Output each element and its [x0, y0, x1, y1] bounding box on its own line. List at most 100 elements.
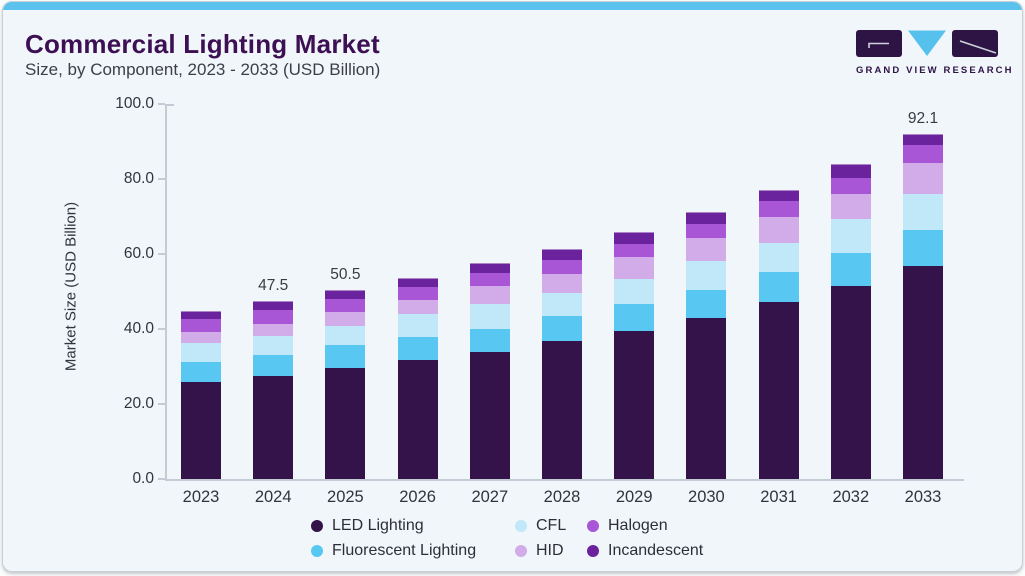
legend-dot-icon	[311, 520, 323, 532]
segment-incandescent-2027	[469, 263, 510, 274]
segment-cfl-2025	[325, 325, 366, 346]
legend-label: Incandescent	[608, 542, 704, 559]
y-tick-label: 60.0	[123, 244, 154, 262]
segment-led-lighting-2032	[830, 286, 871, 479]
stacked-bar-2023	[181, 310, 221, 479]
segment-cfl-2033	[903, 194, 943, 230]
page-title: Commercial Lighting Market	[25, 29, 380, 59]
segment-led-lighting-2033	[903, 266, 943, 479]
segment-fluorescent-lighting-2029	[614, 303, 655, 331]
segment-incandescent-2029	[614, 232, 655, 244]
segment-incandescent-2023	[181, 310, 221, 319]
segment-led-lighting-2029	[614, 330, 655, 479]
stacked-bar-2026	[397, 277, 438, 479]
x-tick-label-2026: 2026	[399, 488, 436, 506]
legend-column: Halogen Incandescent	[587, 515, 703, 562]
segment-fluorescent-lighting-2030	[686, 289, 727, 318]
segment-incandescent-2033	[903, 133, 943, 146]
legend-label: Halogen	[608, 517, 668, 534]
segment-cfl-2027	[469, 303, 510, 329]
segment-fluorescent-lighting-2023	[181, 361, 221, 382]
legend-dot-icon	[515, 520, 527, 532]
x-tick-label-2028: 2028	[543, 488, 581, 506]
segment-halogen-2024	[253, 309, 294, 324]
segment-hid-2026	[397, 300, 438, 314]
segment-halogen-2027	[469, 273, 510, 287]
segment-led-lighting-2023	[181, 381, 221, 479]
chart-legend: LED Lighting Fluorescent Lighting CFL HID Ha…	[3, 515, 1022, 565]
segment-led-lighting-2031	[758, 302, 799, 479]
segment-incandescent-2025	[325, 289, 366, 299]
segment-cfl-2023	[181, 343, 221, 362]
legend-item-cfl: CFL	[515, 515, 566, 537]
y-tick-mark	[158, 328, 165, 330]
legend-column: CFL HID	[515, 515, 566, 562]
legend-item-fluorescent-lighting: Fluorescent Lighting	[311, 540, 476, 562]
x-tick-label-2023: 2023	[182, 488, 220, 506]
legend-label: LED Lighting	[332, 517, 424, 534]
x-tick-label-2030: 2030	[688, 488, 725, 506]
segment-hid-2028	[542, 273, 582, 293]
segment-fluorescent-lighting-2032	[830, 252, 871, 287]
legend-dot-icon	[587, 545, 599, 557]
segment-halogen-2032	[830, 177, 871, 194]
stacked-bar-2030	[686, 212, 727, 479]
legend-dot-icon	[515, 545, 527, 557]
segment-fluorescent-lighting-2028	[542, 316, 582, 342]
y-tick-mark	[158, 103, 165, 105]
y-tick-mark	[158, 178, 165, 180]
segment-hid-2029	[614, 257, 655, 280]
x-tick-label-2029: 2029	[615, 488, 653, 506]
segment-fluorescent-lighting-2024	[253, 354, 294, 377]
x-axis-line	[165, 479, 964, 481]
segment-incandescent-2032	[830, 164, 871, 178]
legend-label: HID	[536, 542, 564, 559]
stacked-bar-2028	[542, 249, 582, 479]
stacked-bar-2025	[325, 289, 366, 479]
y-axis-line	[165, 104, 167, 479]
segment-hid-2025	[325, 312, 366, 326]
segment-cfl-2028	[542, 293, 582, 317]
segment-incandescent-2026	[397, 277, 438, 287]
y-tick-mark	[158, 478, 165, 480]
y-tick-label: 0.0	[132, 469, 154, 487]
y-tick-label: 100.0	[115, 94, 154, 112]
segment-incandescent-2028	[542, 249, 582, 260]
y-tick-label: 20.0	[123, 394, 154, 412]
y-axis-top-cap	[166, 104, 174, 106]
bar-total-label-2025: 50.5	[330, 265, 361, 283]
segment-cfl-2029	[614, 279, 655, 304]
legend-item-incandescent: Incandescent	[587, 540, 703, 562]
top-accent-bar	[3, 2, 1022, 10]
segment-cfl-2026	[397, 313, 438, 337]
segment-incandescent-2024	[253, 300, 294, 310]
segment-halogen-2028	[542, 259, 582, 274]
stacked-bar-2029	[614, 232, 655, 479]
segment-fluorescent-lighting-2027	[469, 328, 510, 352]
bar-total-label-2033: 92.1	[907, 109, 939, 127]
segment-hid-2023	[181, 332, 221, 344]
x-tick-label-2031: 2031	[760, 488, 797, 506]
stacked-bar-2024	[253, 300, 294, 479]
legend-column: LED Lighting Fluorescent Lighting	[311, 515, 476, 562]
segment-halogen-2031	[758, 201, 799, 218]
x-tick-label-2033: 2033	[904, 488, 942, 506]
y-tick-mark	[158, 253, 165, 255]
segment-cfl-2030	[686, 261, 727, 290]
legend-item-hid: HID	[515, 540, 566, 562]
segment-hid-2031	[758, 217, 799, 244]
plot-area: 0.0 20.0 40.0 60.0 80.0 100.0 2023 2024 47.5 2025…	[115, 95, 964, 506]
legend-label: CFL	[536, 517, 567, 534]
legend-item-led-lighting: LED Lighting	[311, 515, 476, 537]
segment-fluorescent-lighting-2031	[758, 272, 799, 303]
segment-hid-2030	[686, 237, 727, 262]
gvr-logo-icon	[856, 30, 998, 57]
legend-item-halogen: Halogen	[587, 515, 703, 537]
segment-cfl-2031	[758, 243, 799, 273]
legend-dot-icon	[311, 545, 323, 557]
segment-halogen-2030	[686, 224, 727, 238]
x-tick-label-2024: 2024	[254, 488, 292, 506]
segment-led-lighting-2026	[397, 359, 438, 479]
page-subtitle: Size, by Component, 2023 - 2033 (USD Bil…	[25, 60, 381, 79]
x-tick-label-2032: 2032	[832, 488, 870, 506]
